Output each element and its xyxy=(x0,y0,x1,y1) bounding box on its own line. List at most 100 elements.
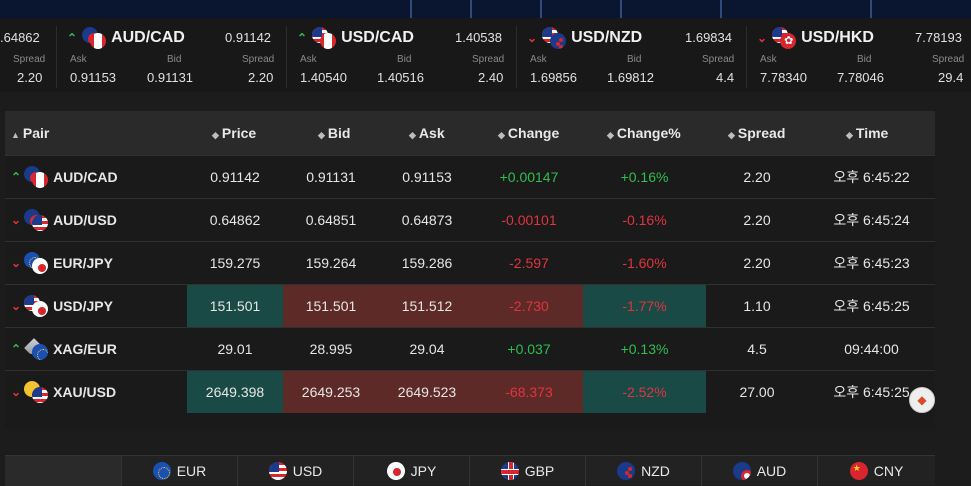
bid-cell: 0.91131 xyxy=(306,169,356,185)
pair-name: AUD/USD xyxy=(53,212,117,228)
currency-tab-nzd[interactable]: NZD xyxy=(585,456,701,486)
ask-cell: 0.91153 xyxy=(402,169,452,185)
gb-flag-icon xyxy=(500,462,519,480)
bid-value: 7.78046 xyxy=(837,70,884,85)
currency-tab-eur[interactable]: EUR xyxy=(121,456,237,486)
change-cell: +0.037 xyxy=(507,341,551,357)
pair-name: USD/JPY xyxy=(53,298,113,314)
bid-value: 1.40516 xyxy=(377,70,424,85)
changepct-cell: +0.13% xyxy=(620,341,669,357)
pair-name: AUD/CAD xyxy=(53,169,118,185)
spread-cell: 1.10 xyxy=(743,298,771,314)
pair-flag-icon xyxy=(24,381,49,403)
bid-cell: 2649.253 xyxy=(283,371,379,413)
col-header-time[interactable]: ◆ Time xyxy=(846,125,889,141)
ticker-card-usdnzd[interactable]: ⌄ USD/NZD 1.69834 Ask Bid Spread 1.69856… xyxy=(517,18,747,92)
spread-cell: 2.20 xyxy=(743,255,771,271)
arrow-down-icon: ⌄ xyxy=(11,385,22,399)
ask-value: 7.78340 xyxy=(760,70,807,85)
pair-name: XAU/USD xyxy=(53,384,117,400)
ticker-symbol: USD/NZD xyxy=(571,29,643,46)
ticker-card-audcad[interactable]: ⌃ AUD/CAD 0.91142 Ask Bid Spread 0.91153… xyxy=(57,18,287,92)
col-header-pair[interactable]: ▲ Pair xyxy=(11,125,50,141)
currency-tab-blank[interactable] xyxy=(5,456,121,486)
arrow-up-icon: ⌃ xyxy=(11,170,22,184)
ticker-card-partial[interactable]: .64862 Spread 2.20 xyxy=(0,18,57,92)
spread-label: Spread xyxy=(472,54,505,65)
nz-flag-icon xyxy=(617,462,636,480)
ask-value: 0.91153 xyxy=(70,70,117,85)
bid-cell: 28.995 xyxy=(309,341,353,357)
table-row[interactable]: ⌄ USD/JPY 151.501 151.501 151.512 -2.730 … xyxy=(5,284,935,327)
bid-value: 1.69812 xyxy=(607,70,654,85)
table-row[interactable]: ⌃ XAG/EUR 29.01 28.995 29.04 +0.037 +0.13… xyxy=(5,327,935,370)
ask-value: 1.69856 xyxy=(530,70,577,85)
table-row[interactable]: ⌄ XAU/USD 2649.398 2649.253 2649.523 -68.… xyxy=(5,370,935,413)
price-cell: 0.64862 xyxy=(209,212,261,228)
ticker-price: 1.40538 xyxy=(455,30,502,45)
time-cell: 오후 6:45:24 xyxy=(833,212,910,228)
ask-label: Ask xyxy=(530,54,547,65)
arrow-up-icon: ⌃ xyxy=(67,31,78,45)
spread-cell: 2.20 xyxy=(743,169,771,185)
spread-cell: 27.00 xyxy=(739,384,775,400)
ask-cell: 151.512 xyxy=(379,285,475,327)
time-cell: 09:44:00 xyxy=(844,341,899,357)
currency-tab-aud[interactable]: AUD xyxy=(701,456,817,486)
col-header-price[interactable]: ◆ Price xyxy=(212,125,257,141)
time-cell: 오후 6:45:25 xyxy=(833,298,910,314)
pair-flag-icon xyxy=(312,27,337,49)
pair-flag-icon xyxy=(772,27,797,49)
au-flag-icon xyxy=(732,462,751,480)
col-header-ask[interactable]: ◆ Ask xyxy=(409,125,445,141)
price-cell: 29.01 xyxy=(217,341,253,357)
col-header-spread[interactable]: ◆ Spread xyxy=(728,125,786,141)
ticker-card-usdhkd[interactable]: ⌄ USD/HKD 7.78193 Ask Bid Spread 7.78340… xyxy=(747,18,971,92)
price-cell: 151.501 xyxy=(187,285,283,327)
arrow-up-icon: ⌃ xyxy=(297,31,308,45)
forex-table: ▲ Pair ◆ Price ◆ Bid ◆ Ask ◆ Change ◆ Change% … xyxy=(5,111,935,429)
ask-label: Ask xyxy=(760,54,777,65)
table-header: ▲ Pair ◆ Price ◆ Bid ◆ Ask ◆ Change ◆ Change% … xyxy=(5,111,935,155)
ask-cell: 0.64873 xyxy=(401,212,453,228)
arrow-down-icon: ⌄ xyxy=(11,299,22,313)
spread-label: Spread xyxy=(13,54,46,65)
sort-arrows-icon: ◆ xyxy=(498,130,505,140)
spread-label: Spread xyxy=(702,54,735,65)
time-cell: 오후 6:45:25 xyxy=(833,384,910,400)
spread-value: 29.4 xyxy=(938,70,964,85)
bid-label: Bid xyxy=(167,54,182,65)
currency-tab-bar: EUR USD JPY GBP NZD AUD CNY xyxy=(5,455,935,486)
table-row[interactable]: ⌄ EUR/JPY 159.275 159.264 159.286 -2.597 … xyxy=(5,241,935,284)
table-row[interactable]: ⌃ AUD/CAD 0.91142 0.91131 0.91153 +0.0014… xyxy=(5,155,935,198)
ticker-price: 1.69834 xyxy=(685,30,732,45)
arrow-down-icon: ⌄ xyxy=(11,213,22,227)
sort-arrows-icon: ◆ xyxy=(607,130,614,140)
currency-tab-usd[interactable]: USD xyxy=(237,456,353,486)
time-cell: 오후 6:45:22 xyxy=(833,169,910,185)
ticker-bar: .64862 Spread 2.20 ⌃ AUD/CAD 0.91142 Ask… xyxy=(0,18,971,92)
table-row[interactable]: ⌄ AUD/USD 0.64862 0.64851 0.64873 -0.0010… xyxy=(5,198,935,241)
currency-tab-jpy[interactable]: JPY xyxy=(353,456,469,486)
ask-cell: 29.04 xyxy=(409,341,445,357)
price-cell: 159.275 xyxy=(209,255,261,271)
col-header-bid[interactable]: ◆ Bid xyxy=(318,125,351,141)
sort-arrows-icon: ◆ xyxy=(409,130,416,140)
changepct-cell: -1.60% xyxy=(622,255,667,271)
arrow-down-icon: ⌄ xyxy=(527,31,538,45)
bid-cell: 151.501 xyxy=(283,285,379,327)
ask-cell: 159.286 xyxy=(401,255,453,271)
sort-arrows-icon: ◆ xyxy=(318,130,325,140)
floating-widget-button[interactable]: ◆ xyxy=(909,387,935,413)
spread-value: 4.4 xyxy=(716,70,735,85)
col-header-changepct[interactable]: ◆ Change% xyxy=(607,125,681,141)
changepct-cell: -0.16% xyxy=(622,212,667,228)
bid-value: 0.91131 xyxy=(147,70,194,85)
currency-tab-gbp[interactable]: GBP xyxy=(469,456,585,486)
ticker-card-usdcad[interactable]: ⌃ USD/CAD 1.40538 Ask Bid Spread 1.40540… xyxy=(287,18,517,92)
bid-cell: 159.264 xyxy=(305,255,357,271)
ticker-symbol: USD/HKD xyxy=(801,29,874,46)
col-header-change[interactable]: ◆ Change xyxy=(498,125,560,141)
currency-tab-cny[interactable]: CNY xyxy=(817,456,935,486)
ask-label: Ask xyxy=(70,54,87,65)
